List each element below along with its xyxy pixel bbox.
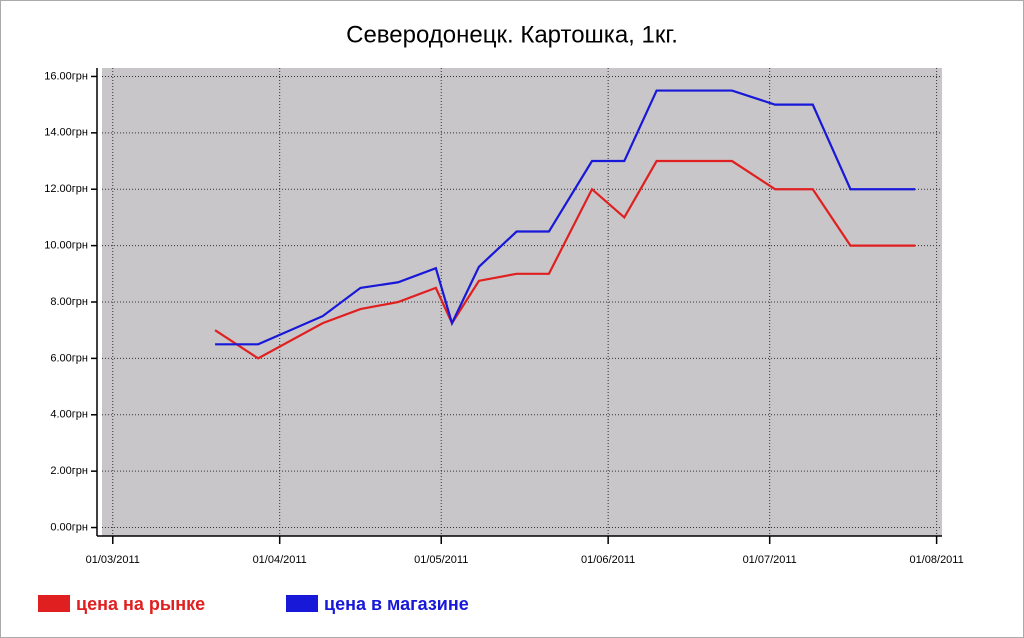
legend-swatch [38,595,70,612]
y-tick-label: 8.00грн [50,296,88,308]
x-tick-label: 01/05/2011 [414,554,468,566]
y-tick-label: 16.00грн [44,70,88,82]
x-tick-label: 01/06/2011 [581,554,635,566]
x-tick-label: 01/08/2011 [909,554,963,566]
legend-label: цена на рынке [76,594,205,614]
series-line [215,89,916,346]
y-tick-label: 4.00грн [50,409,88,421]
x-tick-label: 01/04/2011 [253,554,307,566]
y-tick-label: 14.00грн [44,127,88,139]
x-tick-label: 01/07/2011 [743,554,797,566]
series-line [214,159,916,360]
y-tick-label: 0.00грн [50,521,88,533]
x-tick-label: 01/03/2011 [86,554,140,566]
chart-title: Северодонецк. Картошка, 1кг. [346,21,678,48]
y-tick-label: 6.00грн [50,352,88,364]
legend-label: цена в магазине [324,594,469,614]
y-tick-label: 12.00грн [44,183,88,195]
legend-swatch [286,595,318,612]
y-tick-label: 2.00грн [50,465,88,477]
y-tick-label: 10.00грн [44,240,88,252]
